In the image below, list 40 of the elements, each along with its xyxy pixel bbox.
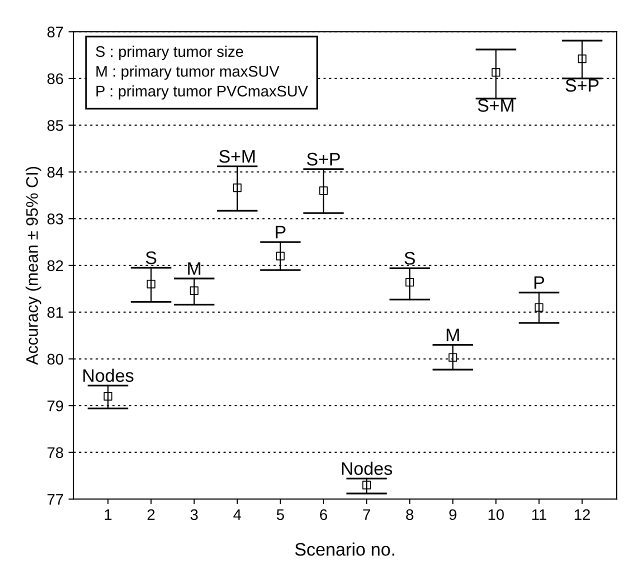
annotation: Nodes bbox=[342, 462, 392, 475]
y-tick-label: 83 bbox=[47, 214, 64, 224]
x-tick-label: 11 bbox=[532, 509, 546, 520]
annotation: S+P bbox=[307, 152, 340, 166]
x-tick-label: 4 bbox=[233, 509, 242, 520]
annotation: M bbox=[446, 328, 459, 342]
y-tick-label: 79 bbox=[48, 400, 64, 412]
y-tick-label: 87 bbox=[47, 26, 63, 38]
y-tick-label: 84 bbox=[47, 166, 64, 178]
annotation: P bbox=[534, 276, 544, 289]
y-tick-label: 77 bbox=[48, 494, 63, 505]
annotation: S bbox=[404, 252, 415, 265]
x-tick-label: 2 bbox=[148, 509, 155, 520]
x-tick-label: 1 bbox=[104, 509, 112, 520]
annotation: P bbox=[276, 226, 286, 238]
x-tick-label: 3 bbox=[190, 509, 198, 520]
annotation: S+M bbox=[219, 150, 255, 163]
y-tick-label: 81 bbox=[47, 307, 64, 318]
annotation: M : primary tumor maxSUV bbox=[96, 66, 280, 80]
x-tick-label: 12 bbox=[574, 509, 590, 520]
x-tick-label: 9 bbox=[449, 509, 456, 520]
annotation: Nodes bbox=[83, 368, 134, 382]
annotation: S+M bbox=[478, 99, 514, 112]
y-tick-label: 82 bbox=[47, 260, 63, 272]
x-tick-label: 5 bbox=[276, 509, 284, 520]
y-tick-label: 78 bbox=[48, 447, 64, 458]
annotation: S bbox=[146, 251, 156, 264]
y-tick-label: 80 bbox=[47, 354, 64, 365]
y-tick-label: 85 bbox=[47, 120, 64, 131]
x-axis-title: Scenario no. bbox=[295, 542, 394, 556]
x-tick-label: 7 bbox=[363, 509, 370, 520]
x-tick-label: 10 bbox=[488, 509, 504, 520]
annotation: S : primary tumor size bbox=[96, 46, 244, 60]
annotation: S+P bbox=[566, 78, 599, 92]
x-tick-label: 8 bbox=[406, 509, 414, 520]
y-axis-title: Accuracy (mean ± 95% CI) bbox=[26, 166, 42, 365]
x-tick-label: 6 bbox=[320, 509, 328, 520]
y-tick-label: 86 bbox=[47, 73, 64, 84]
annotation: M bbox=[188, 262, 200, 275]
annotation: P : primary tumor PVCmaxSUV bbox=[96, 85, 308, 100]
